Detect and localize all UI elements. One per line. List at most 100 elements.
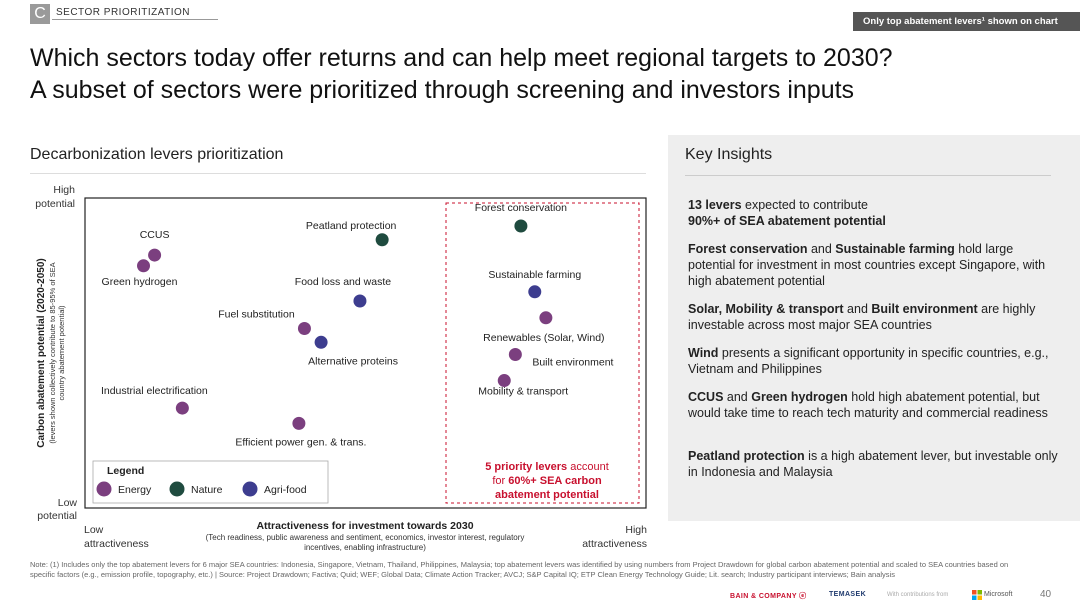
point-sustainable-farming <box>528 285 542 299</box>
insight-3-text-1: and <box>843 302 872 316</box>
x-axis-note-1: (Tech readiness, public awareness and se… <box>206 533 525 542</box>
insight-4-bold-1: Wind <box>688 346 719 360</box>
point-label: Food loss and waste <box>295 276 391 288</box>
legend-label: Energy <box>118 484 152 496</box>
insight-3-text-2: are highly investable across most major … <box>688 302 1036 332</box>
insight-item-3: Solar, Mobility & transport and Built en… <box>688 301 1058 333</box>
point-peatland-protection <box>375 233 389 247</box>
point-fuel-substitution <box>297 322 311 336</box>
insight-item-5: CCUS and Green hydrogen hold high abatem… <box>688 389 1058 421</box>
x-high-label: High <box>625 524 647 536</box>
point-label: Mobility & transport <box>478 386 568 398</box>
x-low-label: Low <box>84 524 104 536</box>
point-label: Industrial electrification <box>101 385 208 397</box>
insight-item-2: Forest conservation and Sustainable farm… <box>688 241 1058 289</box>
insight-6-bold-1: Peatland protection <box>688 449 805 463</box>
point-mobility-transport <box>497 374 511 388</box>
insight-2-bold-2: Sustainable farming <box>835 242 955 256</box>
temasek-logo: TEMASEK <box>829 591 867 598</box>
insight-item-1: 13 levers expected to contribute 90%+ of… <box>688 197 1058 229</box>
insight-5-bold-2: Green hydrogen <box>751 390 848 404</box>
point-label: Fuel substitution <box>218 309 295 321</box>
top-levers-badge: Only top abatement levers¹ shown on char… <box>853 12 1080 31</box>
point-label: Green hydrogen <box>102 276 178 288</box>
legend-title: Legend <box>107 465 144 477</box>
x-low-label-2: attractiveness <box>84 538 149 550</box>
insight-6-text-1: is a high abatement lever, but investabl… <box>688 449 1058 479</box>
contributions-label: With contributions from <box>887 592 949 598</box>
insight-2-text-2: hold large potential for investment in m… <box>688 242 1046 288</box>
insight-1-bold-1: 13 levers <box>688 198 742 212</box>
point-label: Renewables (Solar, Wind) <box>483 332 604 344</box>
microsoft-icon <box>972 590 982 600</box>
priority-note-line-1: 5 priority levers account <box>485 461 609 473</box>
legend-label: Nature <box>191 484 223 496</box>
bain-logo: BAIN & COMPANY ⓔ <box>730 593 807 600</box>
legend-box <box>92 460 329 504</box>
priority-note-line-3: abatement potential <box>495 489 599 501</box>
priority-zone-box <box>445 202 640 504</box>
plot-frame <box>84 197 647 509</box>
point-label: Efficient power gen. & trans. <box>235 436 366 448</box>
insight-item-4: Wind presents a significant opportunity … <box>688 345 1058 377</box>
point-renewables-solar-wind <box>539 311 553 325</box>
point-green-hydrogen <box>137 259 150 273</box>
title-line-2: A subset of sectors were prioritized thr… <box>30 76 855 104</box>
priority-note-bold-2: 60%+ SEA carbon <box>508 475 602 487</box>
section-label: SECTOR PRIORITIZATION <box>56 7 191 18</box>
priority-note-line-2: for 60%+ SEA carbon <box>492 475 602 487</box>
legend-label: Agri-food <box>264 484 307 496</box>
point-label: Alternative proteins <box>308 355 398 367</box>
point-label: Peatland protection <box>306 220 397 232</box>
priority-note-text-1: account <box>567 461 609 473</box>
y-axis-note-1: (levers shown collectively contribute to… <box>48 262 57 443</box>
point-efficient-power-gen-trans <box>292 416 306 430</box>
insight-5-bold-1: CCUS <box>688 390 724 404</box>
x-axis-note-2: incentives, enabling infrastructure) <box>304 543 426 552</box>
x-high-label-2: attractiveness <box>582 538 647 550</box>
point-forest-conservation <box>514 219 528 233</box>
point-ccus <box>148 248 162 262</box>
priority-note-bold-1: 5 priority levers <box>485 461 567 473</box>
y-low-label-2: potential <box>37 510 77 522</box>
points-layer: CCUS Green hydrogen Peatland protection Foo… <box>101 202 614 448</box>
point-label: Sustainable farming <box>488 269 581 281</box>
section-rule <box>52 19 218 20</box>
priority-note-text-2: for <box>492 475 508 487</box>
legend-swatch-energy <box>96 481 112 497</box>
y-axis-title: Carbon abatement potential (2020-2050) <box>36 258 47 448</box>
insight-1-bold-2: 90%+ of SEA abatement potential <box>688 214 886 228</box>
y-high-label-2: potential <box>35 198 75 210</box>
point-industrial-electrification <box>175 401 189 415</box>
point-alternative-proteins <box>314 335 328 349</box>
insight-3-bold-2: Built environment <box>871 302 978 316</box>
footnote: Note: (1) Includes only the top abatemen… <box>30 560 1009 579</box>
chart-subtitle-rule <box>30 173 646 174</box>
insights-rule <box>685 175 1051 176</box>
insights-title: Key Insights <box>685 146 773 163</box>
y-low-label: Low <box>58 497 78 509</box>
title-line-1: Which sectors today offer returns and ca… <box>30 44 893 72</box>
point-label: Built environment <box>532 357 613 369</box>
insights-panel <box>668 135 1080 521</box>
insight-4-text-1: presents a significant opportunity in sp… <box>688 346 1049 376</box>
insight-5-text-2: hold high abatement potential, but would… <box>688 390 1048 420</box>
insight-5-text-1: and <box>723 390 752 404</box>
microsoft-label: Microsoft <box>984 591 1013 598</box>
point-label: Forest conservation <box>475 202 567 214</box>
point-food-loss-and-waste <box>353 294 367 308</box>
legend-swatch-agri-food <box>242 481 258 497</box>
y-axis-note-2: country abatement potential) <box>57 305 66 401</box>
insight-3-bold-1: Solar, Mobility & transport <box>688 302 844 316</box>
x-axis-title: Attractiveness for investment towards 20… <box>256 520 473 532</box>
y-high-label: High <box>53 184 75 196</box>
page-title: Which sectors today offer returns and ca… <box>30 42 1030 106</box>
insight-2-bold-1: Forest conservation <box>688 242 808 256</box>
insight-2-text-1: and <box>807 242 836 256</box>
legend-swatch-nature <box>169 481 185 497</box>
legend-items: Energy Nature Agri-food <box>96 481 307 497</box>
section-letter-badge: C <box>30 4 50 24</box>
page-number: 40 <box>1040 589 1052 600</box>
chart-svg: High potential Low potential Low attract… <box>35 184 647 552</box>
point-label: CCUS <box>140 229 170 241</box>
